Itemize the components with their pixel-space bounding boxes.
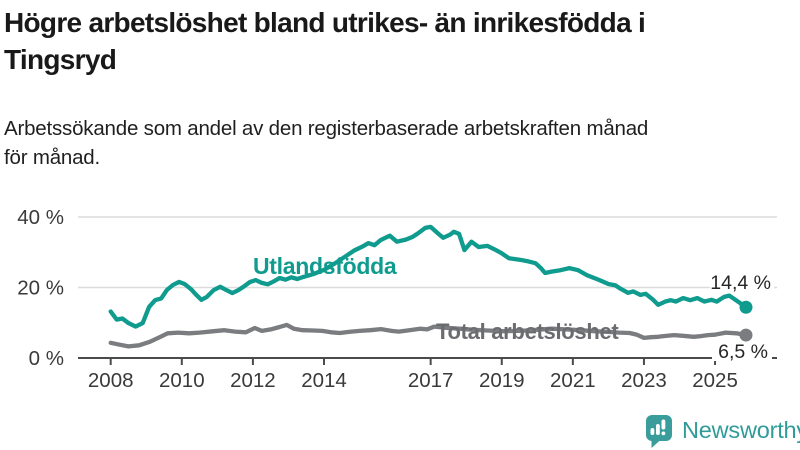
- line-chart: 0 % 20 % 40 % 2008 2010 2012 2014 2017 2019 2021 2…: [17, 206, 777, 392]
- series-end-dot-total: [739, 328, 753, 342]
- x-tick-label: 2017: [408, 369, 454, 392]
- end-value-annotation-total: 6,5 %: [712, 341, 772, 363]
- y-tick-label: 20 %: [17, 277, 64, 300]
- x-tick-label: 2023: [621, 369, 667, 392]
- page-title: Högre arbetslöshet bland utrikes- än inr…: [4, 4, 796, 78]
- y-tick-label: 40 %: [17, 206, 64, 229]
- x-tick-label: 2014: [301, 369, 347, 392]
- chart-subtitle: Arbetssökande som andel av den registerb…: [4, 114, 796, 172]
- end-value-annotation-utlandsfodda: 14,4 %: [710, 272, 774, 294]
- subtitle-line-2: för månad.: [4, 146, 100, 169]
- title-line-1: Högre arbetslöshet bland utrikes- än inr…: [4, 7, 646, 38]
- x-tick-label: 2025: [692, 369, 738, 392]
- series-line-total: [108, 322, 749, 349]
- series-line-utlandsfodda: [108, 224, 749, 329]
- series-end-dot-utlandsfodda: [739, 300, 753, 314]
- series-label-total-arbetsloshet: Total arbetslöshet: [436, 319, 619, 344]
- y-tick-label: 0 %: [29, 347, 64, 370]
- annotation-backing: [712, 342, 772, 361]
- subtitle-line-1: Arbetssökande som andel av den registerb…: [4, 117, 649, 140]
- newsworthy-logo-text: Newsworthy: [682, 417, 800, 443]
- series-label-utlandsfodda: Utlandsfödda: [253, 253, 397, 279]
- x-tick-label: 2008: [88, 369, 134, 392]
- newsworthy-logo: Newsworthy: [645, 412, 800, 449]
- end-value-label-total: 6,5 %: [718, 341, 768, 363]
- x-tick-label: 2021: [550, 369, 596, 392]
- end-value-label-utlandsfodda: 14,4 %: [710, 272, 771, 294]
- annotation-backing: [710, 272, 774, 293]
- x-tick-label: 2012: [230, 369, 276, 392]
- x-tick-label: 2010: [159, 369, 205, 392]
- newsworthy-chart-bubble-icon: [646, 415, 672, 448]
- x-tick-label: 2019: [479, 369, 525, 392]
- title-line-2: Tingsryd: [4, 44, 117, 75]
